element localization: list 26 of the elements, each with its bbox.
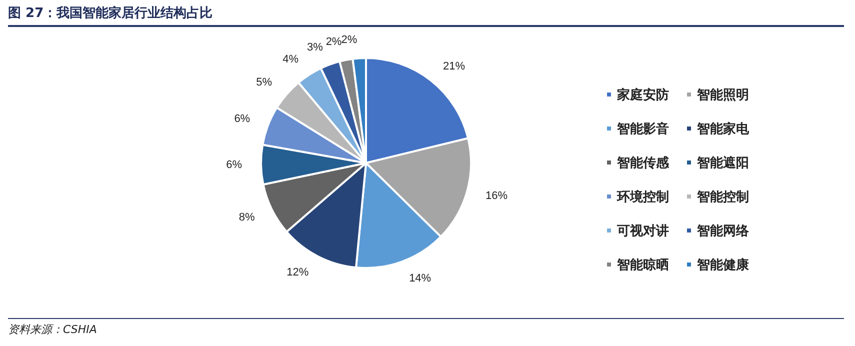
data-label: 16% (486, 190, 508, 202)
data-label: 6% (226, 158, 242, 171)
legend-label: 智能传感 (616, 155, 670, 170)
data-label: 21% (443, 60, 466, 72)
legend-label: 环境控制 (616, 189, 669, 204)
data-label: 4% (282, 54, 299, 66)
legend-label: 智能遮阳 (696, 155, 749, 170)
data-label: 12% (286, 266, 309, 278)
data-label: 3% (307, 41, 324, 54)
legend-label: 可视对讲 (616, 223, 669, 238)
data-label: 2% (341, 34, 358, 46)
data-label: 6% (234, 113, 250, 126)
legend-label: 家庭安防 (616, 87, 669, 102)
legend-label: 智能家电 (696, 121, 750, 136)
legend-label: 智能照明 (696, 87, 749, 102)
data-label: 14% (409, 272, 432, 285)
legend-label: 智能健康 (696, 257, 750, 272)
data-label: 2% (326, 36, 342, 48)
data-label: 8% (238, 212, 256, 224)
text: 图 27：我国智能家居行业结构占比 (8, 4, 844, 27)
legend-label: 智能网络 (696, 223, 750, 238)
text: 资料来源：CSHIA (8, 318, 844, 337)
legend-label: 智能晾晒 (616, 257, 669, 272)
data-label: 5% (256, 76, 272, 88)
legend-label: 智能影音 (616, 121, 669, 136)
legend-label: 智能控制 (696, 189, 749, 204)
